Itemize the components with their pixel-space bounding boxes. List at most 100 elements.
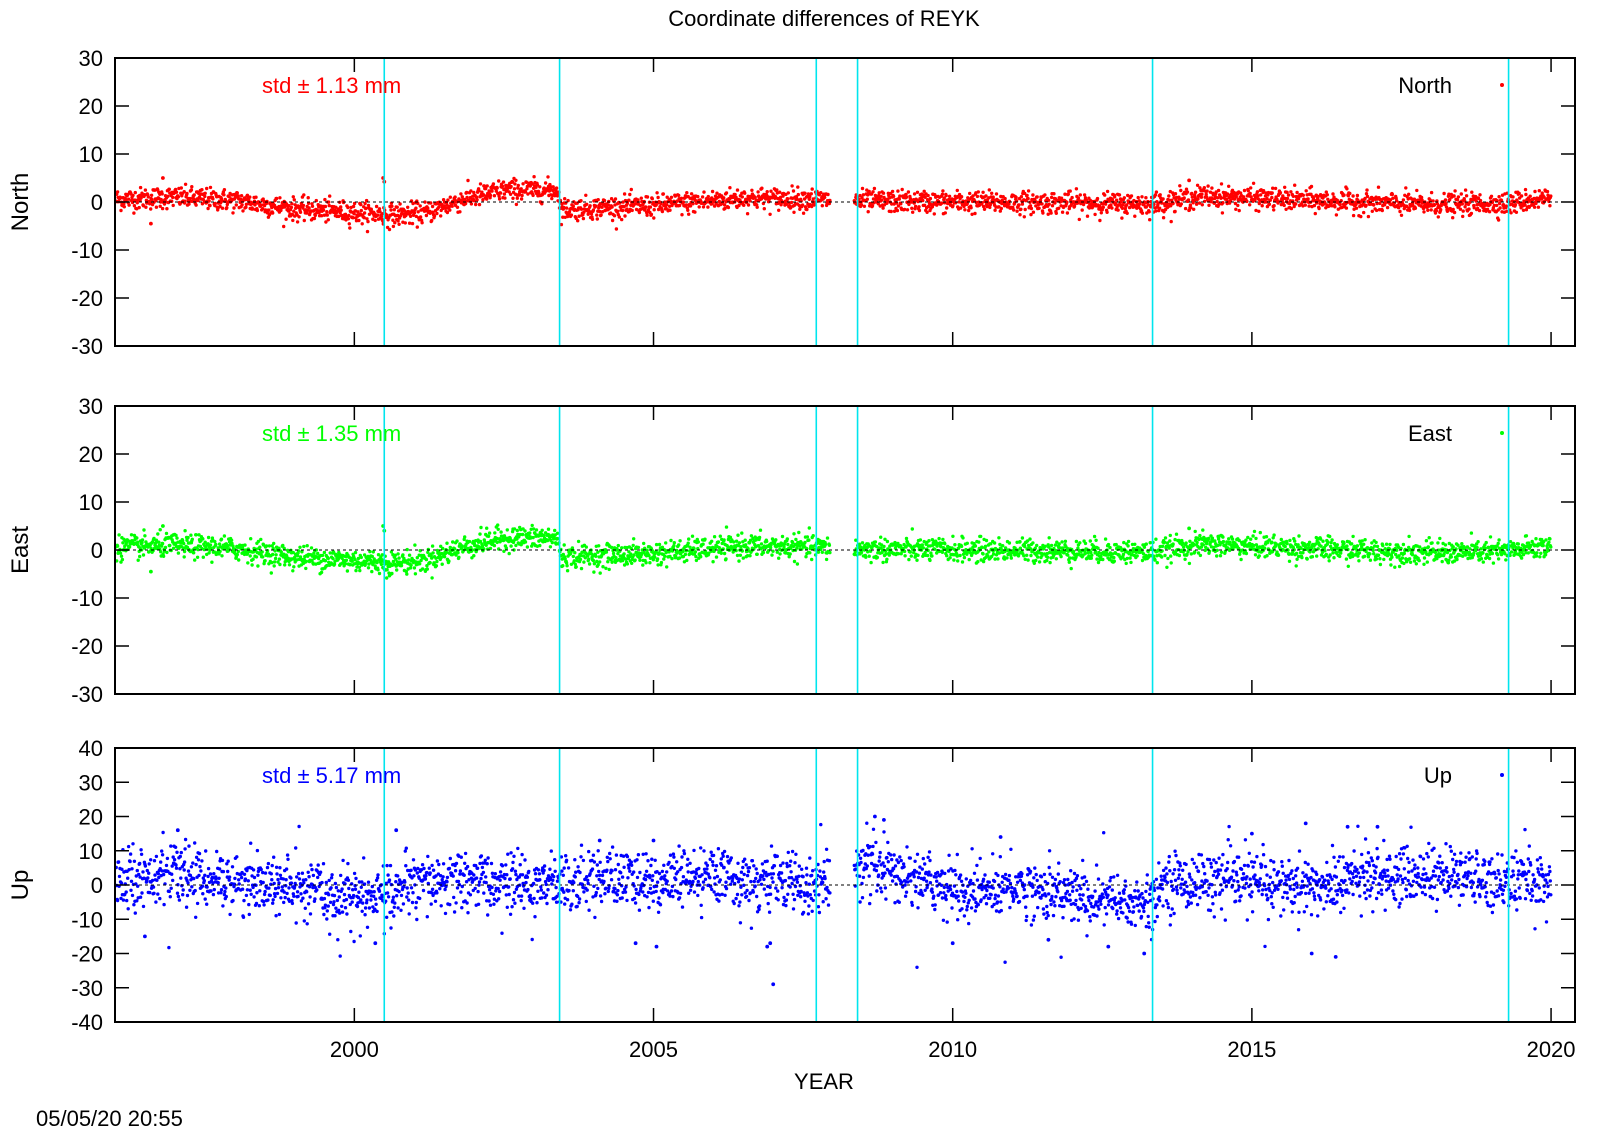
data-point	[357, 219, 360, 222]
data-point	[256, 209, 259, 212]
data-point	[1497, 218, 1500, 221]
data-point	[1105, 211, 1108, 214]
data-point	[1195, 203, 1198, 206]
data-point	[475, 198, 478, 201]
data-point	[1271, 187, 1274, 190]
data-point	[470, 202, 473, 205]
data-point	[258, 546, 261, 549]
data-point	[1256, 190, 1259, 193]
data-point	[1408, 209, 1411, 212]
data-point	[302, 545, 305, 548]
data-point	[792, 532, 795, 535]
data-point	[1070, 196, 1073, 199]
data-point	[261, 550, 264, 553]
data-point	[588, 204, 591, 207]
data-point	[604, 567, 607, 570]
data-point	[409, 215, 412, 218]
data-point	[1490, 195, 1493, 198]
data-point	[149, 222, 153, 226]
data-point	[966, 542, 969, 545]
data-point	[143, 534, 146, 537]
data-point	[979, 535, 982, 538]
data-point	[992, 195, 995, 198]
data-point	[774, 538, 777, 541]
data-point	[649, 205, 652, 208]
data-point	[1194, 191, 1197, 194]
data-point	[1144, 196, 1147, 199]
data-point	[1140, 195, 1143, 198]
data-point	[222, 193, 225, 196]
data-point	[328, 204, 331, 207]
data-point	[750, 189, 753, 192]
data-point	[417, 210, 420, 213]
data-point	[698, 205, 701, 208]
data-point	[292, 565, 295, 568]
data-point	[1302, 194, 1305, 197]
data-point	[503, 192, 506, 195]
data-point	[1200, 193, 1203, 196]
data-point	[916, 191, 919, 194]
data-point	[1185, 188, 1188, 191]
data-point	[1257, 210, 1260, 213]
data-point	[255, 555, 258, 558]
data-point	[393, 221, 396, 224]
data-point	[496, 541, 499, 544]
data-point	[687, 213, 690, 216]
data-point	[953, 543, 956, 546]
data-point	[824, 543, 827, 546]
data-point	[230, 539, 233, 542]
data-point	[922, 546, 925, 549]
data-point	[1317, 207, 1320, 210]
data-point	[739, 554, 742, 557]
data-point	[360, 556, 363, 559]
data-point	[1462, 209, 1465, 212]
data-point	[249, 537, 252, 540]
data-point	[505, 546, 508, 549]
data-point	[1524, 193, 1527, 196]
data-point	[327, 218, 330, 221]
data-point	[1333, 205, 1336, 208]
data-point	[739, 545, 742, 548]
data-point	[808, 551, 811, 554]
data-point	[448, 208, 451, 211]
data-point	[449, 546, 452, 549]
data-point	[628, 193, 631, 196]
data-point	[1509, 211, 1512, 214]
data-point	[165, 551, 168, 554]
data-point	[614, 197, 617, 200]
data-point	[810, 558, 813, 561]
data-point	[1021, 202, 1024, 205]
data-point	[633, 558, 636, 561]
data-point	[1021, 536, 1024, 539]
data-point	[513, 187, 516, 190]
data-point	[190, 188, 193, 191]
data-point	[1043, 193, 1046, 196]
data-point	[669, 539, 672, 542]
data-point	[1103, 193, 1106, 196]
legend-marker	[1500, 83, 1504, 87]
std-label: std ± 1.13 mm	[262, 73, 401, 98]
data-point	[520, 187, 523, 190]
data-point	[1352, 214, 1355, 217]
data-point	[1096, 197, 1099, 200]
data-point	[254, 196, 257, 199]
data-point	[651, 197, 654, 200]
data-point	[629, 552, 632, 555]
data-point	[307, 196, 310, 199]
data-point	[396, 552, 399, 555]
data-point	[214, 202, 217, 205]
data-point	[323, 198, 326, 201]
data-point	[1058, 542, 1061, 545]
data-point	[1120, 216, 1123, 219]
data-point	[323, 551, 326, 554]
data-point	[1400, 214, 1403, 217]
data-point	[1326, 193, 1329, 196]
data-point	[694, 555, 697, 558]
data-point	[1283, 204, 1286, 207]
data-point	[790, 201, 793, 204]
data-point	[941, 551, 944, 554]
data-point	[743, 192, 746, 195]
data-point	[1210, 186, 1213, 189]
data-point	[524, 540, 527, 543]
data-point	[1217, 189, 1220, 192]
